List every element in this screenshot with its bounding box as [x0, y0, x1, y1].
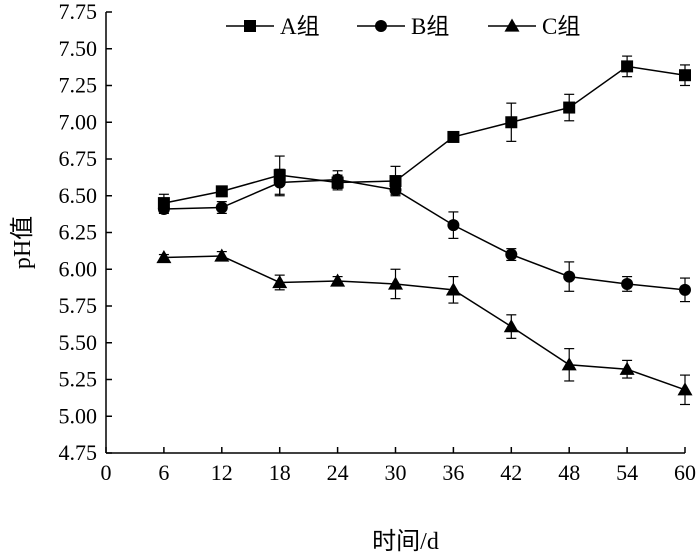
x-tick-label: 30 [385, 460, 407, 485]
legend-label: C组 [542, 14, 580, 39]
data-point-triangle [272, 274, 288, 289]
data-point-square [389, 175, 402, 188]
data-point-triangle [445, 282, 461, 296]
y-tick-label: 5.75 [59, 293, 98, 318]
x-tick-label: 48 [558, 460, 580, 485]
legend-item: A组 [226, 14, 320, 39]
data-point-square [563, 101, 576, 114]
data-point-triangle [330, 273, 346, 287]
x-tick-label: 36 [442, 460, 464, 485]
data-point-circle [447, 219, 460, 232]
x-tick-label: 54 [616, 460, 638, 485]
data-point-circle [563, 270, 576, 283]
legend-label: A组 [280, 14, 320, 39]
x-tick-label: 18 [269, 460, 291, 485]
y-tick-label: 6.75 [59, 146, 98, 171]
data-point-square [215, 185, 228, 198]
data-point-triangle [214, 248, 230, 262]
legend: A组 B组 C组 [226, 14, 580, 39]
series-layer [156, 55, 693, 406]
data-point-square [679, 69, 691, 82]
x-tick-label: 0 [101, 460, 112, 485]
series-circle [157, 168, 691, 303]
data-point-triangle [677, 382, 693, 396]
data-point-circle [621, 277, 634, 290]
data-point-circle [215, 201, 228, 214]
data-point-triangle [503, 319, 519, 333]
x-axis-title: 时间/d [372, 528, 439, 555]
legend-item: B组 [357, 14, 449, 39]
legend-marker-circle [375, 20, 387, 32]
y-tick-label: 5.50 [59, 330, 98, 355]
x-tick-label: 24 [327, 460, 349, 485]
data-point-triangle [156, 249, 172, 264]
legend-marker-triangle [504, 18, 520, 32]
axes [105, 12, 685, 454]
series-square [157, 55, 691, 213]
data-point-circle [679, 283, 691, 296]
data-point-circle [505, 248, 518, 261]
data-point-triangle [561, 357, 577, 371]
y-axis-title: pH值 [9, 216, 36, 269]
y-tick-label: 6.25 [59, 220, 98, 245]
legend-marker-square [244, 20, 256, 32]
y-tick-label: 7.50 [59, 36, 98, 61]
data-point-circle [389, 183, 402, 196]
tick-marks: 0 6 12 18 24 30 36 42 48 54 60 4.75 5.00 5.25 5.50 5.75… [59, 0, 697, 485]
y-tick-label: 7.00 [59, 109, 98, 134]
data-point-triangle [388, 276, 403, 290]
y-tick-label: 4.75 [59, 440, 98, 465]
x-tick-label: 60 [674, 460, 696, 485]
series-line [163, 178, 686, 291]
legend-label: B组 [411, 14, 449, 39]
y-tick-label: 7.25 [59, 73, 98, 98]
y-tick-label: 5.00 [59, 403, 98, 428]
series-line [163, 255, 686, 391]
series-line [163, 65, 686, 204]
x-tick-label: 12 [211, 460, 233, 485]
data-point-square [621, 60, 634, 73]
data-point-circle [331, 173, 344, 186]
series-triangle [156, 248, 693, 406]
x-tick-label: 42 [500, 460, 522, 485]
data-point-circle [273, 176, 286, 189]
y-tick-label: 7.75 [59, 0, 98, 24]
data-point-triangle [619, 361, 635, 375]
y-tick-label: 5.25 [59, 367, 98, 392]
data-point-square [447, 130, 460, 143]
y-tick-label: 6.50 [59, 183, 98, 208]
x-tick-label: 6 [158, 460, 169, 485]
data-point-square [505, 116, 518, 129]
y-tick-label: 6.00 [59, 256, 98, 281]
legend-item: C组 [488, 14, 580, 39]
data-point-circle [157, 202, 170, 215]
